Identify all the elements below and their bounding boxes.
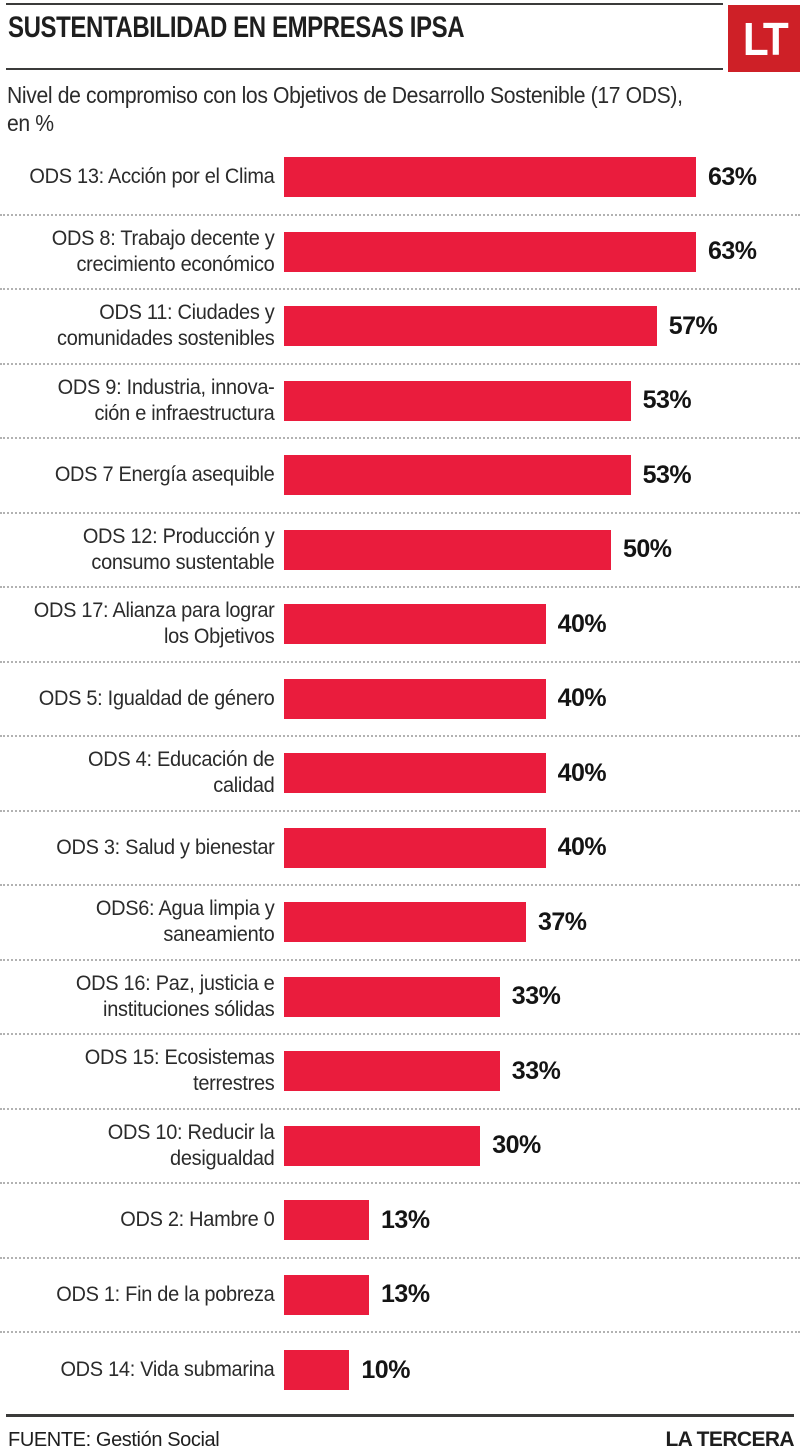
value-label: 33% (511, 1056, 561, 1085)
page-title: SUSTENTABILIDAD EN EMPRESAS IPSA (8, 11, 465, 44)
category-label: ODS 3: Salud y bienestar (56, 835, 275, 859)
bar (284, 529, 611, 570)
header-rule (6, 68, 723, 70)
footer: FUENTE: Gestión Social LA TERCERA (8, 1428, 795, 1452)
chart-subtitle-line2: en % (7, 110, 54, 136)
chart-subtitle: Nivel de compromiso con los Objetivos de… (7, 81, 683, 137)
bar-area: 40% (284, 604, 800, 645)
bar-area: 53% (284, 380, 800, 421)
footer-rule (6, 1414, 794, 1417)
brand-label: LA TERCERA (665, 1428, 794, 1451)
bar-area: 33% (284, 1051, 800, 1092)
bar-area: 33% (284, 976, 800, 1017)
category-label: ODS 5: Igualdad de género (38, 686, 275, 710)
lt-logo: LT (728, 5, 800, 72)
chart-row: ODS 15: Ecosistemas terrestres 33% (0, 1035, 800, 1110)
category-label: ODS 2: Hambre 0 (120, 1208, 275, 1232)
value-label: 50% (622, 535, 672, 564)
bar-area: 13% (284, 1274, 800, 1315)
category-label: ODS 11: Ciudades y comunidades sostenible… (57, 301, 275, 351)
category-label: ODS 1: Fin de la pobreza (56, 1282, 275, 1306)
value-label: 53% (642, 386, 692, 415)
value-label: 63% (708, 237, 757, 266)
chart-row: ODS 7 Energía asequible 53% (0, 439, 800, 514)
chart-row: ODS 10: Reducir la desigualdad 30% (0, 1110, 800, 1184)
value-label: 40% (557, 758, 607, 787)
chart-row: ODS 17: Alianza para lograr los Objetivos… (0, 588, 800, 663)
chart-row: ODS 9: Industria, innova-ción e infraest… (0, 365, 800, 439)
category-label: ODS 9: Industria, innova-ción e infraest… (57, 375, 275, 425)
chart-row: ODS6: Agua limpia y saneamiento 37% (0, 886, 800, 961)
category-label: ODS 4: Educación de calidad (88, 748, 275, 798)
category-label: ODS 7 Energía asequible (54, 463, 275, 487)
category-label: ODS 17: Alianza para lograr los Objetivos (33, 599, 275, 649)
bar (284, 827, 546, 868)
bar (284, 678, 546, 719)
chart-subtitle-line1: Nivel de compromiso con los Objetivos de… (7, 82, 683, 108)
chart-row: ODS 13: Acción por el Clima 63% (0, 141, 800, 216)
category-label: ODS 12: Producción y consumo sustentable (82, 524, 275, 574)
category-label: ODS 14: Vida submarina (60, 1358, 275, 1382)
value-label: 13% (381, 1205, 430, 1234)
top-rule (6, 3, 723, 5)
bar-area: 63% (284, 231, 800, 272)
value-label: 63% (708, 162, 757, 191)
value-label: 33% (511, 982, 561, 1011)
value-label: 13% (381, 1280, 430, 1309)
bar-area: 13% (284, 1200, 800, 1241)
bar-area: 40% (284, 827, 800, 868)
chart-row: ODS 1: Fin de la pobreza 13% (0, 1259, 800, 1333)
bar (284, 455, 631, 496)
bar (284, 1350, 350, 1391)
value-label: 40% (557, 833, 607, 862)
bar-area: 57% (284, 306, 800, 347)
source-label: FUENTE: Gestión Social (8, 1429, 220, 1451)
chart-row: ODS 4: Educación de calidad 40% (0, 737, 800, 812)
bar-area: 63% (284, 157, 800, 198)
bar-area: 10% (284, 1350, 800, 1391)
chart-row: ODS 3: Salud y bienestar 40% (0, 812, 800, 886)
bar (284, 1274, 370, 1315)
category-label: ODS 16: Paz, justicia e instituciones sól… (75, 971, 275, 1021)
bar-chart: ODS 13: Acción por el Clima 63% ODS 8: Tra… (0, 141, 800, 1408)
chart-row: ODS 14: Vida submarina 10% (0, 1333, 800, 1408)
value-label: 40% (557, 684, 607, 713)
value-label: 57% (668, 311, 718, 340)
bar (284, 902, 526, 943)
value-label: 53% (642, 460, 692, 489)
chart-row: ODS 5: Igualdad de género 40% (0, 663, 800, 737)
value-label: 37% (537, 907, 587, 936)
category-label: ODS 8: Trabajo decente y crecimiento econ… (51, 226, 275, 276)
bar (284, 753, 546, 794)
bar (284, 1125, 481, 1166)
bar-area: 50% (284, 529, 800, 570)
category-label: ODS6: Agua limpia y saneamiento (95, 897, 275, 947)
chart-row: ODS 8: Trabajo decente y crecimiento econ… (0, 216, 800, 290)
chart-row: ODS 2: Hambre 0 13% (0, 1184, 800, 1259)
value-label: 30% (492, 1131, 541, 1160)
value-label: 10% (361, 1355, 410, 1384)
bar (284, 1200, 370, 1241)
bar-area: 53% (284, 455, 800, 496)
bar (284, 157, 696, 198)
bar-area: 30% (284, 1125, 800, 1166)
bar-area: 40% (284, 753, 800, 794)
bar (284, 231, 696, 272)
bar-area: 37% (284, 902, 800, 943)
bar (284, 604, 546, 645)
bar (284, 1051, 500, 1092)
chart-row: ODS 11: Ciudades y comunidades sostenible… (0, 290, 800, 365)
bar (284, 976, 500, 1017)
bar (284, 306, 657, 347)
category-label: ODS 10: Reducir la desigualdad (107, 1120, 275, 1170)
category-label: ODS 15: Ecosistemas terrestres (84, 1046, 275, 1096)
chart-row: ODS 12: Producción y consumo sustentable 5… (0, 514, 800, 588)
chart-row: ODS 16: Paz, justicia e instituciones sól… (0, 961, 800, 1035)
lt-logo-text: LT (742, 12, 788, 65)
bar (284, 380, 631, 421)
category-label: ODS 13: Acción por el Clima (29, 165, 275, 189)
bar-area: 40% (284, 678, 800, 719)
value-label: 40% (557, 609, 607, 638)
